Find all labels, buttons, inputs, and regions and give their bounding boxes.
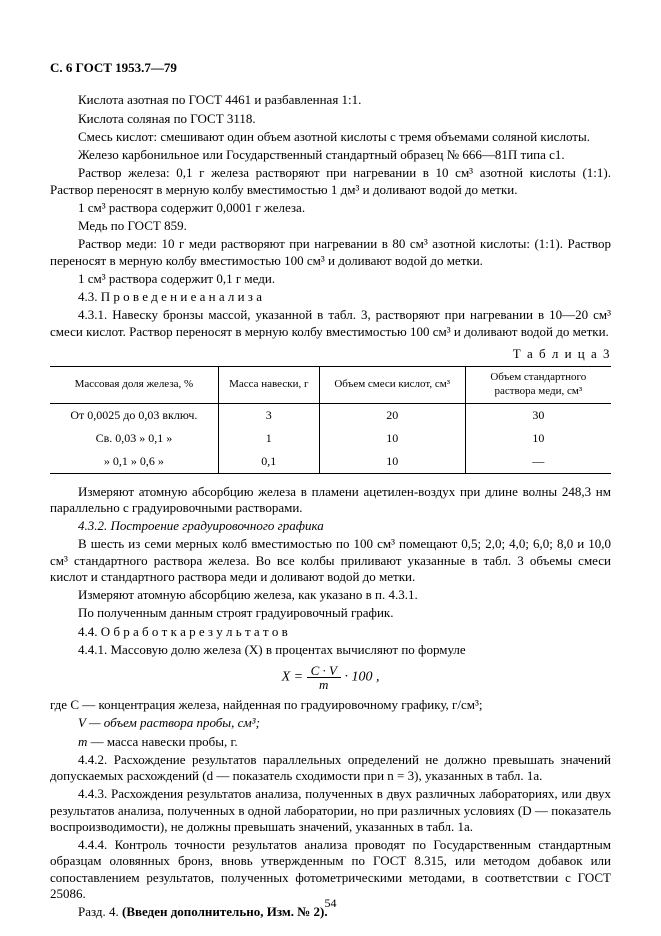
- table-cell: Св. 0,03 » 0,1 »: [50, 427, 218, 450]
- table-row: От 0,0025 до 0,03 включ. 3 20 30: [50, 403, 611, 427]
- formula-tail: · 100 ,: [344, 670, 379, 685]
- paragraph: Измеряют атомную абсорбцию железа, как у…: [50, 587, 611, 603]
- paragraph: По полученным данным строят градуировочн…: [50, 605, 611, 621]
- subheading: 4.3.2. Построение градуировочного график…: [50, 518, 611, 534]
- where-line: V — объем раствора пробы, см³;: [50, 715, 611, 731]
- formula-lhs: X =: [282, 670, 304, 685]
- paragraph: В шесть из семи мерных колб вместимостью…: [50, 536, 611, 585]
- formula-fraction: C · V m: [307, 664, 341, 691]
- paragraph: Кислота азотная по ГОСТ 4461 и разбавлен…: [50, 92, 611, 108]
- paragraph: 4.4.4. Контроль точности результатов ана…: [50, 837, 611, 902]
- table-cell: 10: [465, 427, 611, 450]
- table-cell: 10: [319, 450, 465, 474]
- table-row: » 0,1 » 0,6 » 0,1 10 —: [50, 450, 611, 474]
- paragraph: 4.4.2. Расхождение результатов параллель…: [50, 752, 611, 785]
- table-header: Масса навески, г: [218, 367, 319, 404]
- table-caption: Т а б л и ц а 3: [50, 346, 611, 362]
- table-cell: » 0,1 » 0,6 »: [50, 450, 218, 474]
- paragraph: Медь по ГОСТ 859.: [50, 218, 611, 234]
- page-header: С. 6 ГОСТ 1953.7—79: [50, 60, 611, 76]
- table-cell: 30: [465, 403, 611, 427]
- table-cell: 1: [218, 427, 319, 450]
- paragraph: 1 см³ раствора содержит 0,1 г меди.: [50, 271, 611, 287]
- paragraph: Раствор железа: 0,1 г железа растворяют …: [50, 165, 611, 198]
- table-header: Объем смеси кислот, см³: [319, 367, 465, 404]
- paragraph: Кислота соляная по ГОСТ 3118.: [50, 111, 611, 127]
- table-header: Объем стандартного раствора меди, см³: [465, 367, 611, 404]
- table-row: Св. 0,03 » 0,1 » 1 10 10: [50, 427, 611, 450]
- page-number: 54: [0, 896, 661, 911]
- where-line: m — масса навески пробы, г.: [50, 734, 611, 750]
- table-cell: От 0,0025 до 0,03 включ.: [50, 403, 218, 427]
- table-cell: 0,1: [218, 450, 319, 474]
- formula-numerator: C · V: [307, 664, 341, 678]
- table-3: Массовая доля железа, % Масса навески, г…: [50, 366, 611, 474]
- paragraph: 4.4.1. Массовую долю железа (X) в процен…: [50, 642, 611, 658]
- page: С. 6 ГОСТ 1953.7—79 Кислота азотная по Г…: [0, 0, 661, 936]
- paragraph: 1 см³ раствора содержит 0,0001 г железа.: [50, 200, 611, 216]
- paragraph: Смесь кислот: смешивают один объем азотн…: [50, 129, 611, 145]
- section-heading: 4.3. П р о в е д е н и е а н а л и з а: [50, 289, 611, 305]
- paragraph: Железо карбонильное или Государственный …: [50, 147, 611, 163]
- table-header: Массовая доля железа, %: [50, 367, 218, 404]
- paragraph: 4.4.3. Расхождения результатов анализа, …: [50, 786, 611, 835]
- where-line: где C — концентрация железа, найденная п…: [50, 697, 611, 713]
- table-cell: —: [465, 450, 611, 474]
- table-cell: 10: [319, 427, 465, 450]
- paragraph: 4.3.1. Навеску бронзы массой, указанной …: [50, 307, 611, 340]
- formula: X = C · V m · 100 ,: [50, 664, 611, 691]
- paragraph: Раствор меди: 10 г меди растворяют при н…: [50, 236, 611, 269]
- section-heading: 4.4. О б р а б о т к а р е з у л ь т а т…: [50, 624, 611, 640]
- paragraph: Измеряют атомную абсорбцию железа в плам…: [50, 484, 611, 517]
- table-cell: 3: [218, 403, 319, 427]
- table-cell: 20: [319, 403, 465, 427]
- formula-denominator: m: [307, 678, 341, 691]
